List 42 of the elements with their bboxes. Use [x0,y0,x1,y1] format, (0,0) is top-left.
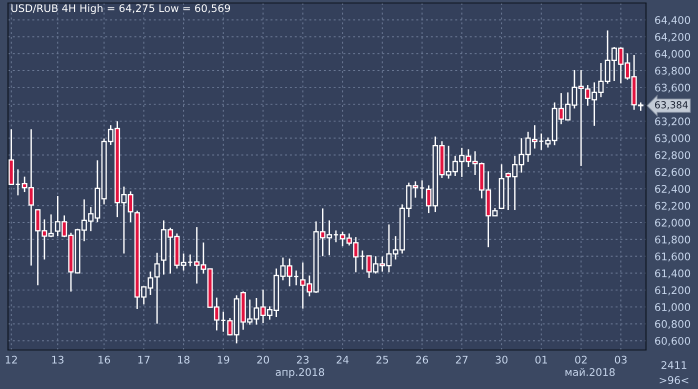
y-tick-label: 62,800 [655,151,690,160]
y-tick-label: 63,000 [655,134,690,144]
y-tick-label: 64,200 [655,33,690,42]
x-tick-label: 01 [535,356,547,364]
text: 2411 [662,361,686,369]
y-tick-label: 62,200 [655,202,690,211]
text: >96< [660,376,688,384]
x-tick-label: 27 [456,356,468,364]
x-tick-label: 16 [98,356,110,364]
chart-title: USD/RUB 4H High = 64,275 Low = 60,569 [11,4,230,14]
x-tick-label: 25 [376,356,388,364]
x-tick-label: 30 [496,356,508,364]
y-tick-label: 64,000 [655,50,690,59]
x-tick-label: 26 [416,356,428,364]
text: апр.2018 [276,368,324,378]
y-tick-label: 62,000 [655,218,690,228]
y-tick-label: 61,800 [655,236,690,245]
x-tick-label: 20 [257,356,270,364]
y-tick-label: 62,600 [655,168,690,178]
candlestick [154,252,160,324]
y-tick-label: 61,200 [655,286,690,296]
y-tick-label: 60,600 [655,336,690,346]
y-tick-label: 61,000 [655,303,690,312]
y-tick-label: 64,400 [655,16,690,26]
y-tick-label: 62,400 [655,184,690,194]
y-tick-label: 63,600 [655,84,690,93]
y-tick-label: 61,400 [655,269,690,278]
x-tick-label: 13 [52,356,64,364]
y-tick-label: 63,800 [655,66,690,76]
x-tick-label: 12 [6,356,17,364]
y-tick-label: 60,800 [655,320,690,329]
y-tick-label: 61,600 [655,252,690,262]
x-tick-label: 02 [575,356,587,364]
x-tick-label: 03 [614,356,627,364]
x-tick-label: 17 [138,356,150,364]
x-tick-label: 24 [336,356,349,364]
x-tick-label: 23 [296,356,309,364]
text: 63,384 [655,101,688,110]
y-tick-label: 63,200 [655,117,690,126]
x-tick-label: 18 [178,356,190,364]
x-tick-label: 19 [218,356,230,364]
text: май.2018 [566,368,615,376]
